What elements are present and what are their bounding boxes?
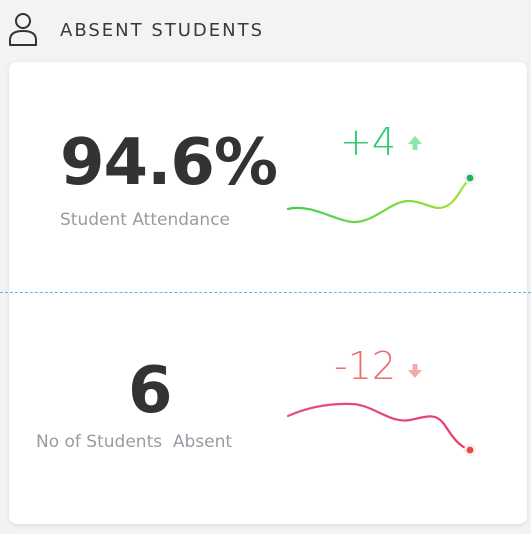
section-divider bbox=[0, 292, 531, 293]
user-icon bbox=[9, 13, 37, 46]
absent-count-value: 6 bbox=[128, 354, 173, 428]
widget-header: ABSENT STUDENTS bbox=[0, 0, 531, 62]
arrow-down-icon bbox=[408, 364, 422, 378]
attendance-label: Student Attendance bbox=[60, 210, 231, 230]
absent-label: No of Students Absent bbox=[36, 432, 233, 452]
arrow-up-icon bbox=[408, 136, 422, 150]
attendance-delta: +4 bbox=[340, 120, 397, 164]
absent-delta: -12 bbox=[334, 344, 397, 388]
widget-title: ABSENT STUDENTS bbox=[60, 20, 265, 41]
attendance-value: 94.6% bbox=[60, 126, 278, 200]
